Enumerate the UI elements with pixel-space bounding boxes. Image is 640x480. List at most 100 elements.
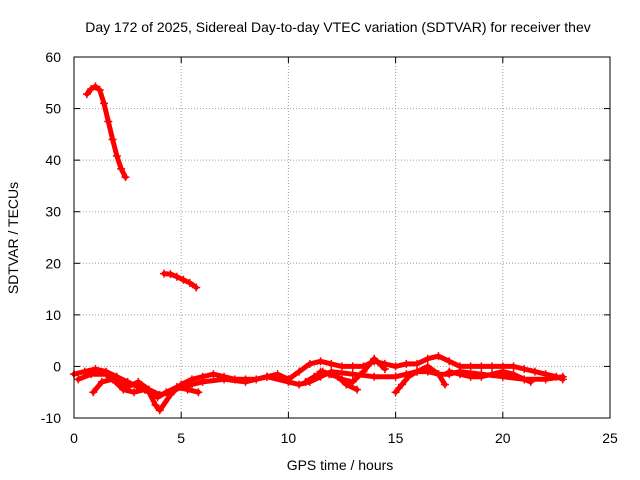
x-tick-label: 10 [281,430,297,446]
data-point [338,362,346,371]
data-point [284,377,293,386]
data-point [151,401,160,410]
data-point [209,370,218,379]
data-point [391,362,400,371]
data-point [398,380,407,389]
series-line [71,353,566,413]
data-point [108,375,117,384]
x-tick-label: 20 [495,430,511,446]
data-point [488,370,497,379]
x-tick-label: 5 [177,430,185,446]
data-point [172,383,181,392]
data-point [95,86,104,95]
y-tick-label: 20 [45,255,61,271]
data-point [477,362,486,371]
x-tick-label: 25 [602,430,618,446]
y-tick-label: 30 [45,204,61,220]
y-tick-label: 60 [45,49,61,65]
series-arc-early-high [82,82,130,182]
data-series [70,82,567,415]
data-point [413,359,422,368]
x-axis-label: GPS time / hours [287,457,394,473]
data-point [187,380,196,389]
data-point [166,270,175,279]
data-point [310,372,319,381]
data-point [301,377,310,386]
data-point [434,370,443,379]
data-point [100,99,109,108]
data-point [327,359,336,368]
data-point [520,365,529,374]
data-point [179,275,188,284]
series-arc-low-c [89,375,203,402]
y-tick-label: 10 [45,307,61,323]
data-point [445,367,454,376]
data-point [198,377,207,386]
series-line [393,363,448,395]
data-point [359,367,368,376]
data-point [262,372,271,381]
axis-ticks: 0 5 10 15 20 25 -10 0 10 20 30 40 50 60 [41,49,618,446]
data-point [130,388,139,397]
data-point [488,362,497,371]
data-point [104,117,113,126]
data-point [316,367,325,376]
data-point [391,388,400,397]
data-point [220,375,229,384]
series-arc-mid [160,269,201,292]
data-point [162,388,171,397]
data-point [348,377,357,386]
data-point [423,354,432,363]
data-point [108,135,117,144]
data-point [558,372,567,381]
series-arc-low-g [445,367,535,386]
data-point [423,362,432,371]
data-point [117,164,126,173]
data-point [530,367,539,376]
y-axis-label: SDTVAR / TECUs [5,182,21,294]
data-point [305,359,314,368]
data-point [440,380,449,389]
data-point [370,372,379,381]
data-point [526,377,535,386]
data-point [380,365,389,374]
series-line [84,83,128,180]
data-point [119,385,128,394]
data-point [121,173,130,182]
data-point [520,375,529,384]
data-point [434,352,443,361]
data-point [333,372,342,381]
data-point [353,385,362,394]
y-tick-label: 50 [45,101,61,117]
data-point [348,370,357,379]
data-point [194,388,203,397]
data-point [325,370,334,379]
data-point [91,82,100,91]
data-point [87,370,96,379]
data-point [82,90,91,99]
data-point [295,367,304,376]
data-point [87,84,96,93]
series-arc-low-a [70,352,567,415]
data-point [466,372,475,381]
data-point [316,357,325,366]
chart-title: Day 172 of 2025, Sidereal Day-to-day VTE… [85,19,591,35]
data-point [134,377,143,386]
data-point [192,283,201,292]
data-point [153,393,162,402]
data-point [102,370,111,379]
data-point [112,152,121,161]
data-point [391,372,400,381]
data-point [413,367,422,376]
data-point [402,359,411,368]
y-tick-label: 0 [53,358,61,374]
data-point [509,362,518,371]
data-point [348,362,357,371]
data-point [370,354,379,363]
series-line [161,271,199,290]
data-point [466,362,475,371]
series-arc-low-f [391,362,449,397]
data-point [342,380,351,389]
data-point [91,365,100,374]
